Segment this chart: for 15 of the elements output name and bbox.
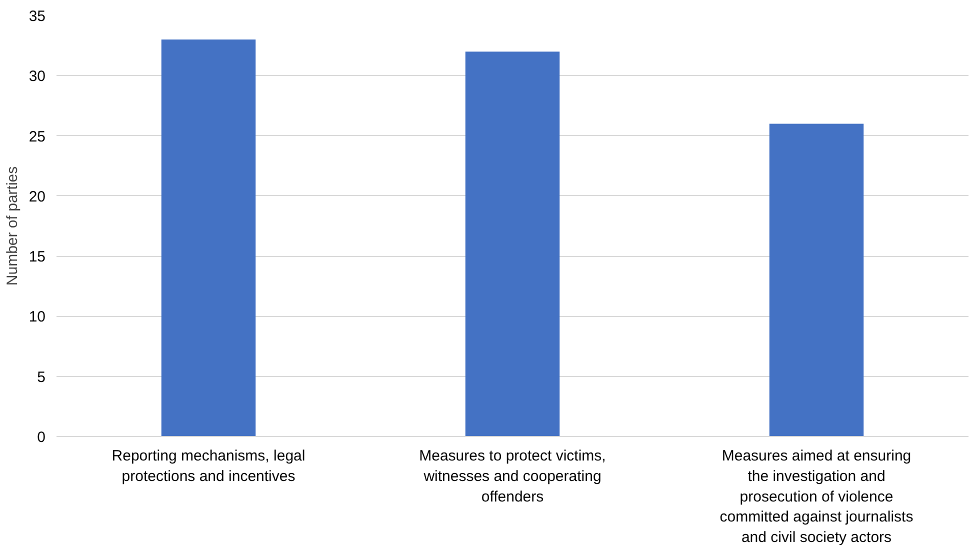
bar xyxy=(769,124,864,436)
y-tick-label: 30 xyxy=(28,68,46,86)
y-tick-label: 5 xyxy=(37,368,46,386)
y-tick-label: 25 xyxy=(28,128,46,146)
bar xyxy=(465,52,560,436)
x-tick-label: Reporting mechanisms, legal protections and incentives xyxy=(112,448,306,485)
y-axis-title: Number of parties xyxy=(4,166,21,286)
y-tick-label: 10 xyxy=(28,308,46,326)
y-tick-label: 15 xyxy=(28,248,46,266)
y-tick-label: 35 xyxy=(28,8,46,25)
bar xyxy=(161,40,256,436)
x-tick-label: Measures to protect victims, witnesses and cooperating offenders xyxy=(419,448,606,506)
y-tick-label: 20 xyxy=(28,188,46,206)
y-tick-label: 0 xyxy=(37,429,46,446)
x-tick-label: Measures aimed at ensuring the investigation and prosecution of violence committed against journalists and civil society actors xyxy=(720,448,914,546)
